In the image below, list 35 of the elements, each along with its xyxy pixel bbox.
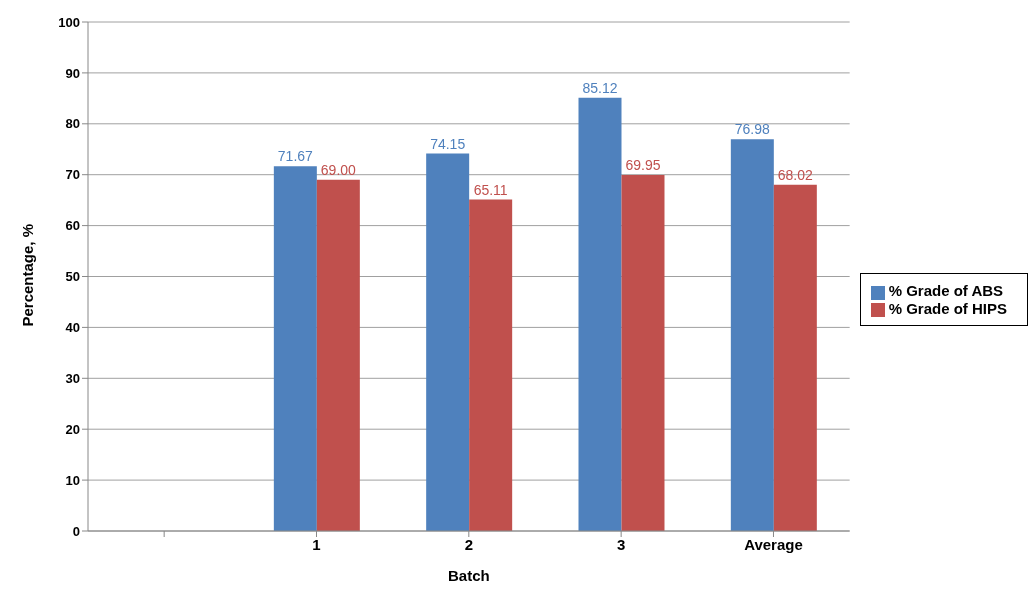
y-tick-label: 90 [65,65,80,81]
bar [730,139,774,531]
bar [469,199,513,531]
x-tick-label: Average [744,535,803,553]
y-tick-label: 10 [65,472,80,488]
data-label: 71.67 [277,148,314,165]
data-label: 68.02 [777,166,814,183]
y-axis-title: Percentage, % [19,223,37,327]
y-tick-label: 70 [65,167,80,183]
y-tick-label: 60 [65,218,80,234]
bar [316,179,360,531]
bar [773,184,817,531]
data-label: 65.11 [473,181,508,198]
bar [426,153,470,531]
data-label: 69.95 [625,156,661,173]
x-tick-label: 2 [464,535,473,553]
y-tick-label: 20 [65,421,80,437]
bar [273,166,317,531]
data-label: 69.00 [320,161,357,178]
bar [578,97,622,531]
x-axis-title: Batch [447,567,490,584]
y-tick-label: 50 [65,269,80,285]
x-tick-label: 1 [312,535,321,553]
y-tick-label: 0 [72,523,80,539]
legend-label: % Grade of HIPS [888,299,1007,317]
y-tick-label: 80 [65,116,80,132]
data-label: 85.12 [582,79,618,96]
y-tick-label: 100 [58,14,80,30]
data-label: 74.15 [430,135,466,152]
legend-label: % Grade of ABS [888,282,1004,300]
y-tick-label: 40 [65,320,80,336]
y-tick-label: 30 [65,370,80,386]
x-tick-label: 3 [616,535,626,553]
data-label: 76.98 [734,121,771,138]
bar [621,174,665,531]
